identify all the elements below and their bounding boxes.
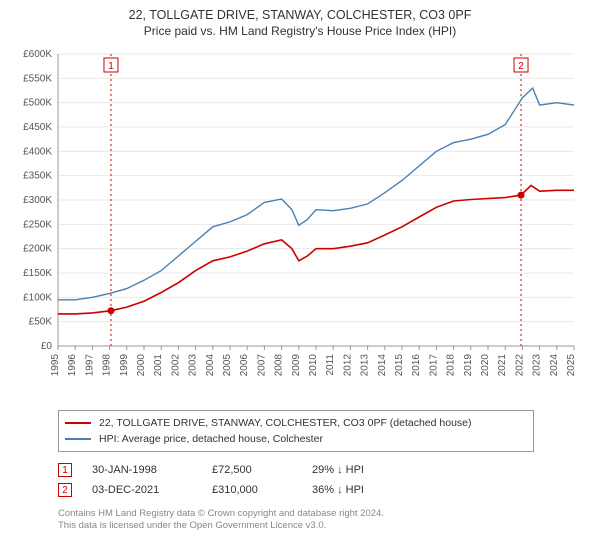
y-tick-label: £250K [23, 219, 52, 230]
chart-titles: 22, TOLLGATE DRIVE, STANWAY, COLCHESTER,… [10, 8, 590, 38]
x-tick-label: 2001 [153, 354, 164, 377]
legend-row: 22, TOLLGATE DRIVE, STANWAY, COLCHESTER,… [65, 415, 527, 431]
marker-id-box: 1 [58, 463, 72, 477]
x-tick-label: 1997 [84, 354, 95, 377]
x-tick-label: 2014 [377, 354, 388, 377]
x-tick-label: 2005 [222, 354, 233, 377]
y-tick-label: £200K [23, 244, 52, 255]
y-tick-label: £350K [23, 171, 52, 182]
y-tick-label: £0 [41, 341, 53, 352]
x-tick-label: 2010 [308, 354, 319, 377]
y-tick-label: £500K [23, 98, 52, 109]
x-tick-label: 1999 [119, 354, 130, 377]
legend-label: HPI: Average price, detached house, Colc… [99, 433, 323, 445]
marker-delta: 36% ↓ HPI [312, 484, 432, 496]
x-tick-label: 2020 [480, 354, 491, 377]
x-tick-label: 2015 [394, 354, 405, 377]
marker-table-row: 1 30-JAN-1998£72,50029% ↓ HPI [58, 460, 590, 480]
line-chart: £0 £50K £100K £150K £200K £250K £300K £350K £400… [10, 44, 590, 404]
marker-id-box: 2 [58, 483, 72, 497]
y-tick-label: £50K [29, 317, 53, 328]
x-tick-label: 2024 [549, 354, 560, 377]
x-tick-label: 1995 [50, 354, 61, 377]
legend-row: HPI: Average price, detached house, Colc… [65, 431, 527, 447]
footer-attribution: Contains HM Land Registry data © Crown c… [58, 508, 590, 533]
marker-date: 03-DEC-2021 [92, 484, 212, 496]
x-tick-label: 2012 [342, 354, 353, 377]
chart-area: £0 £50K £100K £150K £200K £250K £300K £350K £400… [10, 44, 590, 404]
marker-table: 1 30-JAN-1998£72,50029% ↓ HPI 2 03-DEC-2021… [58, 460, 590, 500]
x-tick-label: 2008 [274, 354, 285, 377]
legend-swatch [65, 438, 91, 440]
x-tick-label: 2009 [291, 354, 302, 377]
x-tick-label: 2003 [188, 354, 199, 377]
x-tick-label: 2013 [360, 354, 371, 377]
marker-table-row: 2 03-DEC-2021£310,00036% ↓ HPI [58, 480, 590, 500]
x-tick-label: 2017 [428, 354, 439, 377]
title-subtitle: Price paid vs. HM Land Registry's House … [10, 24, 590, 38]
x-tick-label: 2004 [205, 354, 216, 377]
marker-badge-label: 1 [108, 61, 114, 72]
x-tick-label: 2016 [411, 354, 422, 377]
title-address: 22, TOLLGATE DRIVE, STANWAY, COLCHESTER,… [10, 8, 590, 22]
chart-container: 22, TOLLGATE DRIVE, STANWAY, COLCHESTER,… [0, 0, 600, 560]
y-tick-label: £450K [23, 122, 52, 133]
x-tick-label: 2018 [446, 354, 457, 377]
marker-price: £310,000 [212, 484, 312, 496]
marker-date: 30-JAN-1998 [92, 464, 212, 476]
footer-line1: Contains HM Land Registry data © Crown c… [58, 508, 590, 520]
legend-swatch [65, 422, 91, 424]
x-tick-label: 2025 [566, 354, 577, 377]
marker-badge-label: 2 [518, 61, 524, 72]
x-tick-label: 2021 [497, 354, 508, 377]
legend-label: 22, TOLLGATE DRIVE, STANWAY, COLCHESTER,… [99, 417, 472, 429]
x-tick-label: 2022 [514, 354, 525, 377]
y-tick-label: £100K [23, 292, 52, 303]
legend: 22, TOLLGATE DRIVE, STANWAY, COLCHESTER,… [58, 410, 534, 452]
x-tick-label: 2007 [256, 354, 267, 377]
marker-delta: 29% ↓ HPI [312, 464, 432, 476]
x-tick-label: 2006 [239, 354, 250, 377]
x-tick-label: 2019 [463, 354, 474, 377]
series-hpi [58, 88, 574, 300]
x-tick-label: 2000 [136, 354, 147, 377]
y-tick-label: £400K [23, 146, 52, 157]
marker-price: £72,500 [212, 464, 312, 476]
y-tick-label: £600K [23, 49, 52, 60]
footer-line2: This data is licensed under the Open Gov… [58, 520, 590, 532]
series-price_paid [58, 185, 574, 314]
x-tick-label: 2023 [532, 354, 543, 377]
y-tick-label: £550K [23, 73, 52, 84]
y-tick-label: £300K [23, 195, 52, 206]
x-tick-label: 2002 [170, 354, 181, 377]
x-tick-label: 1998 [102, 354, 113, 377]
x-tick-label: 2011 [325, 354, 336, 376]
x-tick-label: 1996 [67, 354, 78, 377]
y-tick-label: £150K [23, 268, 52, 279]
